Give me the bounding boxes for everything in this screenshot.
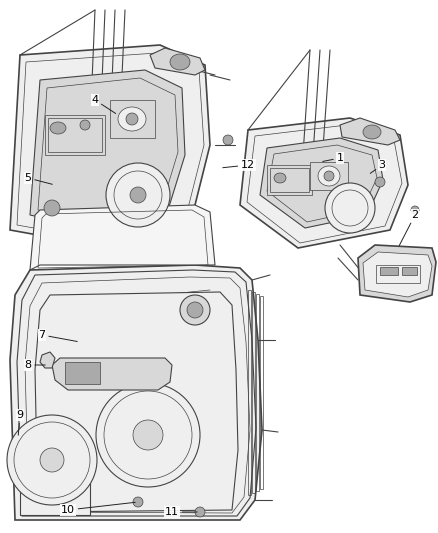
- Ellipse shape: [363, 125, 381, 139]
- Bar: [65, 362, 100, 384]
- Bar: [310, 162, 348, 190]
- Bar: [20, 480, 90, 515]
- Bar: [110, 100, 155, 138]
- Ellipse shape: [187, 302, 203, 318]
- Bar: [48, 118, 102, 152]
- Polygon shape: [363, 252, 432, 297]
- Ellipse shape: [133, 497, 143, 507]
- Ellipse shape: [118, 107, 146, 131]
- Bar: [376, 265, 420, 283]
- Ellipse shape: [223, 135, 233, 145]
- Polygon shape: [340, 118, 400, 145]
- Text: 1: 1: [323, 153, 343, 163]
- Bar: [270, 168, 309, 192]
- Ellipse shape: [126, 113, 138, 125]
- Ellipse shape: [133, 420, 163, 450]
- Bar: [45, 115, 105, 155]
- Text: 11: 11: [165, 507, 197, 517]
- Bar: [380, 267, 398, 275]
- Ellipse shape: [50, 122, 66, 134]
- Text: 7: 7: [39, 330, 77, 342]
- Ellipse shape: [375, 177, 385, 187]
- Ellipse shape: [318, 166, 340, 186]
- Polygon shape: [52, 358, 172, 390]
- Bar: [267, 165, 312, 195]
- Text: 10: 10: [61, 502, 135, 515]
- Polygon shape: [30, 205, 215, 270]
- Ellipse shape: [180, 295, 210, 325]
- Polygon shape: [10, 265, 262, 520]
- Ellipse shape: [411, 206, 419, 214]
- Ellipse shape: [96, 383, 200, 487]
- Bar: [402, 267, 417, 275]
- Polygon shape: [30, 70, 185, 230]
- Text: 4: 4: [92, 95, 116, 114]
- Polygon shape: [358, 245, 436, 302]
- Polygon shape: [240, 118, 408, 248]
- Ellipse shape: [7, 415, 97, 505]
- Text: 5: 5: [25, 173, 52, 184]
- Ellipse shape: [44, 200, 60, 216]
- Polygon shape: [10, 45, 210, 248]
- Ellipse shape: [170, 54, 190, 70]
- Ellipse shape: [130, 187, 146, 203]
- Ellipse shape: [195, 507, 205, 517]
- Polygon shape: [35, 292, 238, 512]
- Text: 3: 3: [370, 160, 385, 173]
- Text: 12: 12: [223, 160, 255, 170]
- Ellipse shape: [80, 120, 90, 130]
- Text: 8: 8: [25, 360, 45, 370]
- Text: 2: 2: [399, 210, 419, 246]
- Ellipse shape: [274, 173, 286, 183]
- Polygon shape: [260, 138, 383, 228]
- Ellipse shape: [324, 171, 334, 181]
- Text: 9: 9: [17, 410, 24, 435]
- Polygon shape: [40, 352, 55, 368]
- Polygon shape: [150, 48, 205, 75]
- Ellipse shape: [325, 183, 375, 233]
- Ellipse shape: [106, 163, 170, 227]
- Ellipse shape: [40, 448, 64, 472]
